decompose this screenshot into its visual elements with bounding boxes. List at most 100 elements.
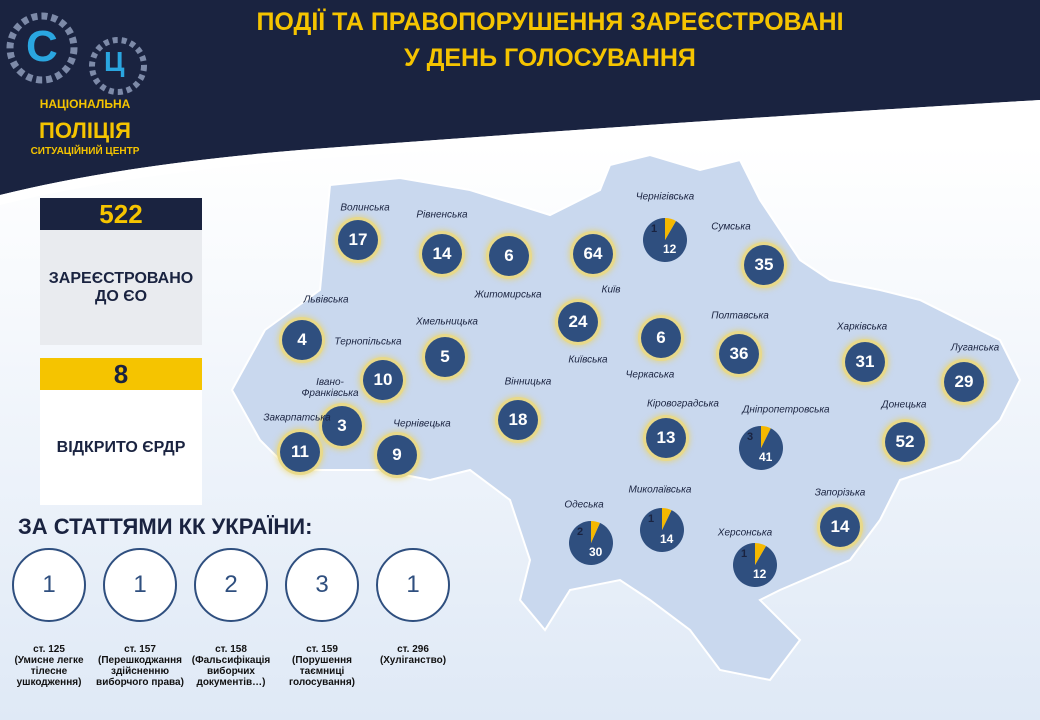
logo-text: ПОЛІЦІЯ [39, 118, 131, 143]
title: ПОДІЇ ТА ПРАВОПОРУШЕННЯ ЗАРЕЄСТРОВАНІ [256, 8, 844, 36]
summary-value: 522 [40, 198, 202, 230]
region-total: 31 [845, 342, 885, 382]
region-total: 14 [820, 507, 860, 547]
region-total: 30 [589, 545, 603, 559]
region-opened: 1 [651, 223, 658, 235]
region-total: 36 [719, 334, 759, 374]
region-name: Чернігівська [635, 191, 695, 203]
region-opened: 3 [747, 431, 754, 443]
region-total: 12 [753, 567, 767, 581]
article-number: ст. 125 [33, 644, 65, 655]
articles-heading: ЗА СТАТТЯМИ КК УКРАЇНИ: [18, 514, 313, 539]
region-name: Львівська [303, 294, 349, 306]
article-description: (Хуліганство) [379, 655, 447, 666]
summary-label: ЗАРЕЄСТРОВАНО ДО ЄО [40, 230, 202, 345]
region-total: 14 [660, 532, 674, 546]
article: 1 ст. 296 (Хуліганство) [366, 548, 460, 666]
pie-slice [662, 508, 672, 530]
region-total: 5 [425, 337, 465, 377]
article-count: 1 [376, 548, 450, 622]
region-total: 3 [322, 406, 362, 446]
article: 1 ст. 157 (Перешкоджання здійсненню виборч… [93, 548, 187, 688]
region-name: Вінницька [504, 376, 552, 388]
region-name: Тернопільська [334, 336, 402, 348]
article-count: 1 [12, 548, 86, 622]
region-total: 14 [422, 234, 462, 274]
region-total: 18 [498, 400, 538, 440]
article: 2 ст. 158 (Фальсифікація виборчих документ… [184, 548, 278, 688]
region-total: 4 [282, 320, 322, 360]
region-total: 17 [338, 220, 378, 260]
region-name: Харківська [836, 321, 888, 333]
region-total: 24 [558, 302, 598, 342]
region-pie [733, 543, 777, 587]
region-opened: 1 [741, 548, 748, 560]
region-total: 35 [744, 245, 784, 285]
region-total: 6 [641, 318, 681, 358]
article-number: ст. 158 [215, 644, 247, 655]
pie-slice [761, 426, 771, 448]
article-description: (Порушення таємниці голосування) [288, 655, 356, 688]
region-total: 13 [646, 418, 686, 458]
as-of: Станом на 14.00 [888, 108, 1030, 127]
region-name: Хмельницька [416, 316, 478, 328]
region-name: Рівненська [416, 209, 468, 221]
article-description: (Умисне легке тілесне ушкодження) [14, 655, 84, 688]
region-name: Донецька [881, 399, 927, 411]
summary-label: ВІДКРИТО ЄРДР [40, 390, 202, 505]
region-name: Кіровоградська [647, 398, 719, 410]
logo-text: НАЦІОНАЛЬНА [39, 97, 131, 111]
pie-slice [665, 218, 676, 240]
region-name: Полтавська [711, 310, 769, 322]
region-name: Житомирська [474, 289, 542, 301]
region-total: 9 [377, 435, 417, 475]
logo-letter: С [26, 22, 58, 71]
article-description: (Фальсифікація виборчих документів…) [191, 655, 271, 688]
region-total: 12 [663, 242, 677, 256]
article: 3 ст. 159 (Порушення таємниці голосування) [275, 548, 369, 688]
article-number: ст. 296 [397, 644, 429, 655]
article-number: ст. 157 [124, 644, 156, 655]
region-total: 29 [944, 362, 984, 402]
article-count: 1 [103, 548, 177, 622]
region-name: Київська [568, 354, 608, 366]
logo-letter: Ц [104, 46, 125, 77]
article-number: ст. 159 [306, 644, 338, 655]
article: 1 ст. 125 (Умисне легке тілесне ушкодження… [2, 548, 96, 688]
region-name: Чернівецька [393, 418, 451, 430]
summary-value: 8 [40, 358, 202, 390]
region-name: Херсонська [717, 527, 773, 539]
region-name: Сумська [711, 221, 751, 233]
region-name: Одеська [564, 499, 604, 511]
region-pie [569, 521, 613, 565]
region-total: 52 [885, 422, 925, 462]
pie-slice [591, 521, 600, 543]
region-name: Волинська [340, 202, 390, 214]
region-name: Івано-Франківська [301, 377, 359, 399]
region-opened: 2 [577, 526, 584, 538]
region-total: 10 [363, 360, 403, 400]
region-name: Закарпатська [263, 412, 331, 424]
region-name: Дніпропетровська [742, 404, 830, 416]
region-total: 11 [280, 432, 320, 472]
region-total: 41 [759, 450, 773, 464]
title: У ДЕНЬ ГОЛОСУВАННЯ [404, 44, 696, 72]
region-pie [640, 508, 684, 552]
region-name: Миколаївська [628, 484, 692, 496]
region-total: 6 [489, 236, 529, 276]
region-opened: 1 [648, 513, 655, 525]
region-pie [643, 218, 687, 262]
article-count: 3 [285, 548, 359, 622]
region-name: Запорізька [814, 487, 866, 499]
region-name: Черкаська [625, 369, 675, 381]
article-count: 2 [194, 548, 268, 622]
map-outline [230, 153, 1022, 682]
region-pie [739, 426, 783, 470]
article-description: (Перешкоджання здійсненню виборчого прав… [96, 655, 184, 688]
pie-slice [755, 543, 766, 565]
logo-text: СИТУАЦІЙНИЙ ЦЕНТР [30, 146, 140, 157]
region-total: 64 [573, 234, 613, 274]
region-name: Київ [601, 284, 621, 296]
